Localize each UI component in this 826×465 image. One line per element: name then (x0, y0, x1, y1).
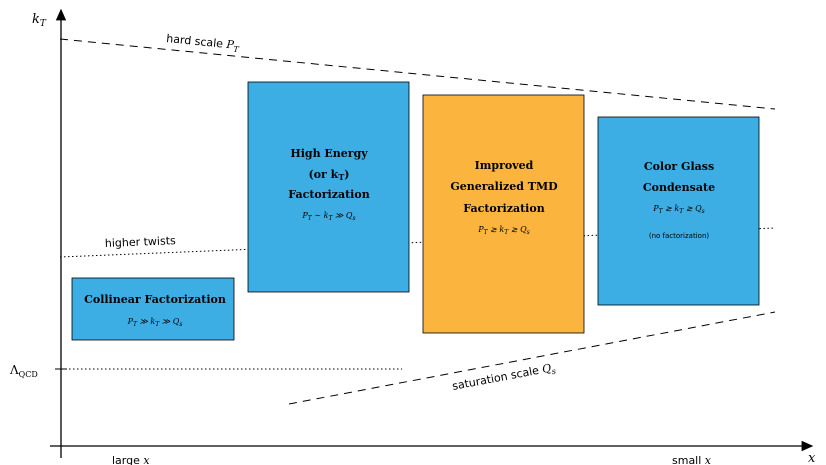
y-axis-label: kT (32, 12, 47, 29)
collinear-title: Collinear Factorization (84, 293, 226, 306)
high-energy-box (247, 81, 410, 293)
high-energy-title-2: (or kT) (309, 168, 350, 182)
high-energy-title-1: High Energy (290, 147, 368, 160)
collinear-box (71, 277, 235, 341)
improved-tmd-title-3: Factorization (463, 202, 544, 215)
high-energy-formula: PT ∼ kT ≫ Qs (301, 211, 355, 222)
improved-tmd-box (422, 94, 585, 334)
lambda-qcd-label: ΛQCD (9, 363, 38, 379)
improved-tmd-title-2: Generalized TMD (450, 180, 558, 193)
collinear-formula: PT ≫ kT ≫ Qs (127, 317, 183, 328)
improved-tmd-formula: PT ≳ kT ≳ Qs (477, 225, 530, 236)
cgc-note: (no factorization) (649, 232, 710, 240)
saturation-scale-label: saturation scale Qs (451, 361, 557, 395)
cgc-formula: PT ≳ kT ≳ Qs (652, 204, 705, 215)
x-right-label: small x (672, 454, 712, 465)
hard-scale-line (59, 38, 776, 110)
high-energy-title-3: Factorization (288, 188, 369, 201)
improved-tmd-title-1: Improved (475, 159, 534, 172)
cgc-box (597, 116, 760, 306)
saturation-scale-line (288, 311, 776, 405)
cgc-title-2: Condensate (643, 181, 715, 194)
x-left-label: large x (112, 454, 150, 465)
higher-twists-label: higher twists (105, 234, 177, 250)
x-axis-label: x (808, 451, 816, 465)
cgc-title-1: Color Glass (644, 160, 714, 173)
